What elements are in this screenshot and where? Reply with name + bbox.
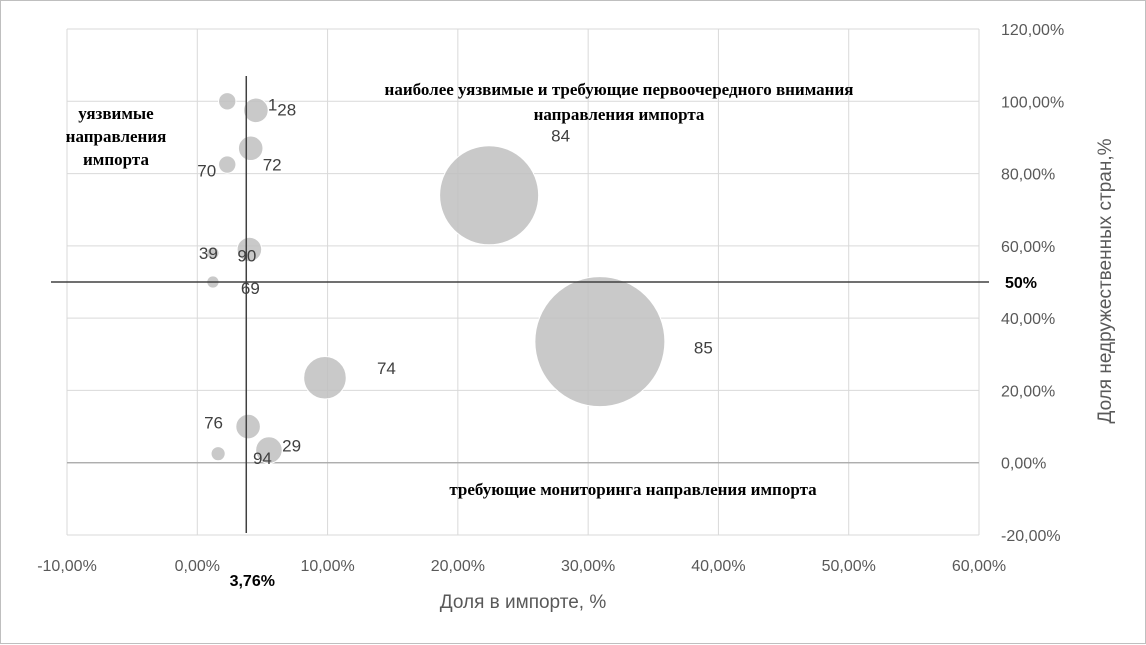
annotation-vulnerable: импорта <box>83 150 149 169</box>
bubble-point <box>255 436 283 464</box>
x-axis-title: Доля в импорте, % <box>440 592 607 613</box>
y-tick-label: 40,00% <box>1001 311 1055 328</box>
y-axis-title: Доля недружественных стран,% <box>1095 138 1116 423</box>
annotation-vulnerable: направления <box>66 127 167 146</box>
bubble-point <box>218 92 237 111</box>
y-tick-label: 60,00% <box>1001 239 1055 256</box>
bubble-data-label: 70 <box>197 162 216 181</box>
bubble-point <box>206 246 220 260</box>
bubble-data-label: 29 <box>282 437 301 456</box>
bubble-data-label: 94 <box>253 449 272 468</box>
bubble-data-label: 84 <box>551 126 570 145</box>
x-tick-label: 30,00% <box>561 558 615 575</box>
bubble-point <box>303 356 347 400</box>
bubble-point <box>236 236 263 263</box>
bubble-point <box>210 446 226 462</box>
bubble-point <box>439 145 540 246</box>
bubble-point <box>243 97 269 124</box>
y-tick-label: 80,00% <box>1001 167 1055 184</box>
annotation-vulnerable: уязвимые <box>78 104 154 123</box>
y-tick-label: 100,00% <box>1001 94 1064 111</box>
y-tick-label: 20,00% <box>1001 383 1055 400</box>
bubble-point <box>218 155 237 174</box>
bubble-data-label: 76 <box>204 414 223 433</box>
bubble-data-label: 85 <box>694 339 713 358</box>
bubble-data-label: 28 <box>277 100 296 119</box>
vertical-reference-label: 3,76% <box>230 573 275 590</box>
bubble-data-label: 39 <box>199 244 218 263</box>
x-tick-label: 40,00% <box>691 558 745 575</box>
bubble-data-label: 1 <box>268 95 277 114</box>
horizontal-reference-label: 50% <box>1005 275 1037 292</box>
x-tick-label: 20,00% <box>431 558 485 575</box>
x-tick-label: 50,00% <box>822 558 876 575</box>
y-tick-label: -20,00% <box>1001 528 1061 545</box>
bubble-point <box>534 276 666 408</box>
annotation-most-vulnerable: направления импорта <box>534 105 705 124</box>
bubble-data-label: 72 <box>263 155 282 174</box>
x-tick-label: 10,00% <box>300 558 354 575</box>
bubble-data-label: 74 <box>377 359 396 378</box>
annotation-monitoring: требующие мониторинга направления импорт… <box>449 480 817 499</box>
y-tick-label: 0,00% <box>1001 456 1046 473</box>
bubble-point <box>235 413 261 440</box>
bubble-point <box>237 135 264 162</box>
x-tick-label: 0,00% <box>175 558 220 575</box>
annotation-most-vulnerable: наиболее уязвимые и требующие первоочере… <box>385 80 854 99</box>
y-tick-label: 120,00% <box>1001 22 1064 39</box>
x-tick-label: 60,00% <box>952 558 1006 575</box>
x-tick-label: -10,00% <box>37 558 97 575</box>
